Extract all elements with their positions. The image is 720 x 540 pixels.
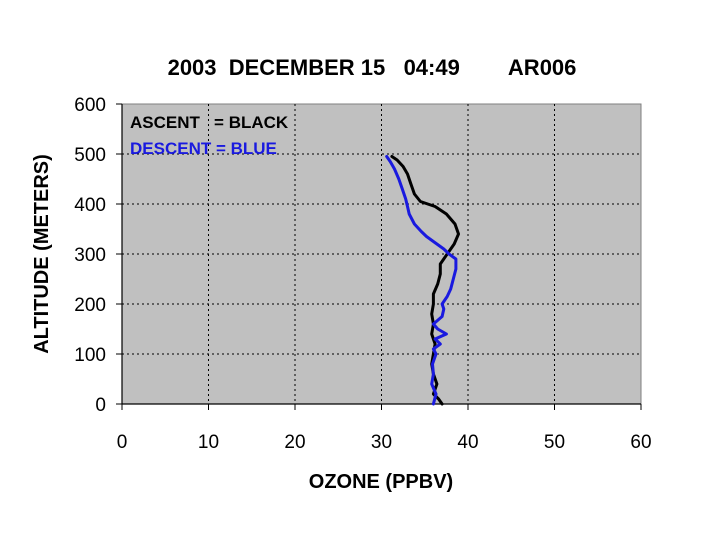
x-tick-label: 60 [630,432,651,453]
y-tick-label: 500 [74,145,106,166]
y-tick-label: 400 [74,195,106,216]
legend-descent: DESCENT = BLUE [130,139,277,158]
x-axis-label: OZONE (PPBV) [309,471,453,493]
chart-title: 2003 DECEMBER 15 04:49 AR006 [168,55,577,80]
axes [116,103,642,410]
y-tick-label: 600 [74,95,106,116]
y-tick-label: 200 [74,295,106,316]
y-tick-label: 300 [74,245,106,266]
y-axis-label: ALTITUDE (METERS) [31,154,53,354]
x-tick-label: 50 [544,432,565,453]
x-tick-label: 10 [198,432,219,453]
grid-lines [122,104,641,404]
x-tick-label: 20 [284,432,305,453]
x-tick-label: 30 [371,432,392,453]
y-tick-labels: 0 100 200 300 400 500 600 [74,95,106,416]
x-tick-label: 40 [457,432,478,453]
y-tick-label: 0 [95,395,106,416]
series-descent-line [385,155,458,406]
x-tick-labels: 0 10 20 30 40 50 60 [117,432,652,453]
legend-ascent: ASCENT = BLACK [130,113,289,132]
x-tick-label: 0 [117,432,128,453]
legend: ASCENT = BLACK DESCENT = BLUE [130,113,289,158]
series-lines [385,155,460,406]
y-tick-label: 100 [74,345,106,366]
